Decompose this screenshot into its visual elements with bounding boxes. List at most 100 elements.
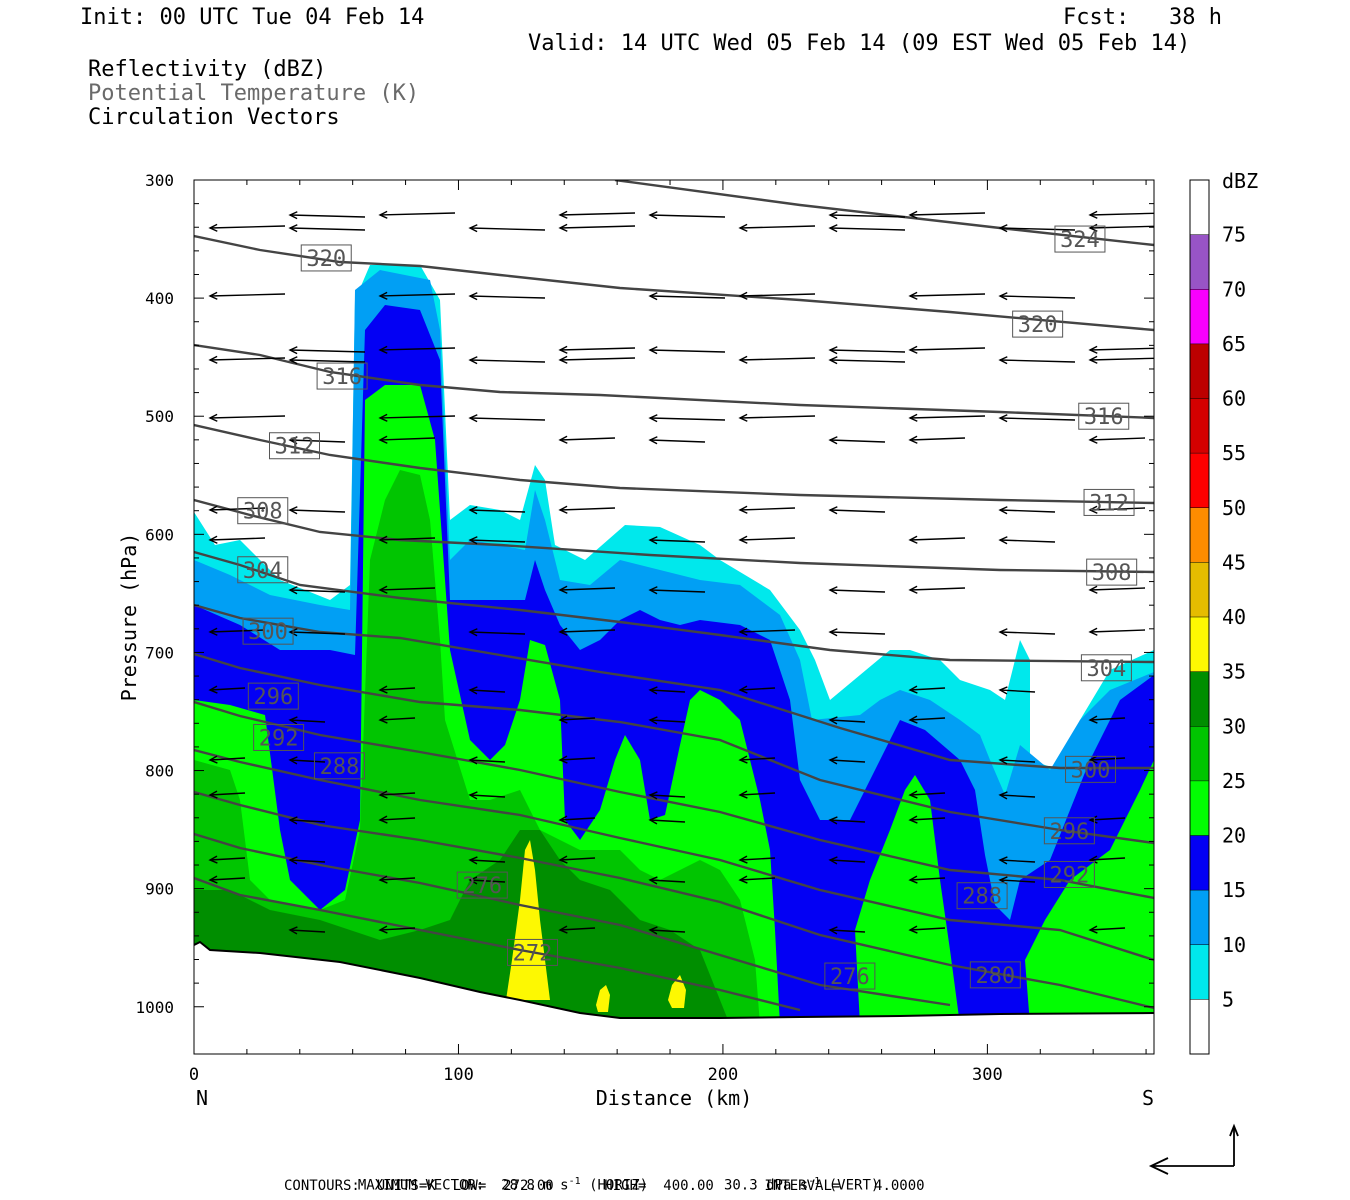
- wind-vector-head-126: [378, 875, 388, 884]
- theta-contour-5: [194, 550, 1154, 664]
- contour-label-box-21: [507, 938, 559, 966]
- wind-vector-head-13: [998, 224, 1008, 233]
- wind-vector-104: [379, 792, 416, 796]
- wind-vector-59: [209, 537, 266, 541]
- field-potential-temperature: Potential Temperature (K): [88, 81, 420, 106]
- wind-vector-115: [909, 817, 946, 821]
- wind-vector-head-112: [558, 815, 568, 824]
- vert-exponent: -1: [808, 1176, 821, 1187]
- north-label: N: [196, 1086, 208, 1110]
- theta-contour-12: [194, 876, 801, 1012]
- wind-vector-head-39: [468, 414, 478, 423]
- wind-vector-head-80: [1088, 627, 1098, 636]
- wind-vector-head-73: [208, 627, 218, 636]
- wind-vector-34: [829, 359, 906, 363]
- reference-vector-icon: [1148, 1123, 1239, 1175]
- wind-vector-head-27: [908, 345, 918, 354]
- wind-vector-head-38: [378, 413, 388, 422]
- contour-label-10: 304: [1087, 657, 1127, 682]
- wind-vector-79: [999, 631, 1056, 635]
- wind-vector-83: [469, 689, 506, 693]
- colorbar-label-20: 20: [1222, 824, 1246, 848]
- wind-vector-head-111: [378, 815, 388, 824]
- south-label: S: [1142, 1086, 1154, 1110]
- wind-vector-head-109: [998, 791, 1008, 800]
- wind-vector-100: [829, 759, 866, 763]
- wind-vector-head-115: [908, 815, 918, 824]
- wind-vector-70: [829, 589, 886, 593]
- wind-vector-head-118: [288, 856, 298, 865]
- wind-vector-111: [379, 817, 416, 821]
- reflectivity-region-5: [1025, 760, 1154, 1025]
- colorbar-label-25: 25: [1222, 769, 1246, 793]
- circulation-vectors: [208, 210, 1154, 935]
- wind-vector-77: [739, 629, 796, 633]
- max-vector-horiz: 28.8 m s: [501, 1177, 569, 1194]
- wind-vector-head-57: [998, 506, 1008, 515]
- wind-vector-117: [209, 857, 246, 861]
- wind-vector-20: [909, 293, 986, 297]
- wind-vector-head-81: [208, 685, 218, 694]
- contour-label-box-9: [237, 556, 289, 584]
- y-tick-label-800: 800: [145, 762, 174, 781]
- colorbar-label-55: 55: [1222, 441, 1246, 465]
- wind-vector-head-123: [998, 856, 1008, 865]
- wind-vector-122: [829, 859, 866, 863]
- colorbar-segment-8: [1190, 562, 1209, 617]
- wind-vector-head-25: [648, 346, 658, 355]
- colorbar-segment-2: [1190, 890, 1209, 945]
- contour-label-box-14: [1043, 817, 1095, 845]
- wind-vector-head-5: [908, 210, 918, 219]
- wind-vector-131: [999, 879, 1036, 883]
- wind-vector-99: [739, 757, 776, 761]
- wind-vector-head-75: [468, 628, 478, 637]
- y-tick-label-500: 500: [145, 407, 174, 426]
- wind-vector-head-9: [468, 224, 478, 233]
- y-tick-label-300: 300: [145, 171, 174, 190]
- wind-vector-125: [209, 877, 246, 881]
- wind-vector-126: [379, 877, 416, 881]
- wind-vector-head-60: [378, 535, 388, 544]
- wind-vector-130: [909, 877, 946, 881]
- wind-vector-62: [649, 539, 706, 543]
- max-vector-horiz-unit: (HORIZ): [589, 1177, 649, 1194]
- wind-vector-33: [739, 357, 816, 361]
- wind-vector-head-122: [828, 856, 838, 865]
- wind-vector-80: [1089, 629, 1146, 633]
- wind-vector-137: [909, 927, 946, 931]
- wind-vector-76: [559, 629, 616, 633]
- wind-vector-26: [829, 349, 906, 353]
- wind-vector-105: [469, 794, 506, 798]
- wind-vector-head-66: [288, 586, 298, 595]
- x-axis-label: Distance (km): [596, 1086, 753, 1110]
- wind-vector-head-42: [908, 413, 918, 422]
- wind-vector-48: [829, 439, 886, 443]
- wind-vector-12: [829, 227, 906, 231]
- wind-vector-46: [559, 437, 616, 441]
- colorbar-segment-1: [1190, 944, 1209, 1000]
- wind-vector-67: [379, 587, 436, 591]
- wind-vector-28: [1089, 347, 1154, 351]
- contour-label-21: 272: [513, 941, 553, 966]
- contour-info-line: CONTOURS: UNITS=K LOW= 272.00 HIGH= 400.…: [284, 1178, 925, 1194]
- contour-label-6: 312: [1089, 491, 1129, 516]
- wind-vector-55: [739, 507, 796, 511]
- field-circulation-vectors: Circulation Vectors: [88, 105, 340, 130]
- colorbar-segment-7: [1190, 617, 1209, 672]
- wind-vector-head-85: [738, 685, 748, 694]
- colorbar-label-5: 5: [1222, 987, 1234, 1011]
- wind-vector-head-114: [828, 816, 838, 825]
- wind-vector-9: [469, 227, 546, 231]
- wind-vector-102: [1089, 757, 1126, 761]
- contour-label-7: 308: [243, 500, 283, 525]
- wind-vector-64: [909, 537, 966, 541]
- wind-vector-head-40: [648, 414, 658, 423]
- wind-vector-head-98: [558, 755, 568, 764]
- wind-vector-head-127: [468, 876, 478, 885]
- wind-vector-head-97: [468, 756, 478, 765]
- wind-vector-114: [829, 819, 866, 823]
- wind-vector-head-29: [208, 355, 218, 364]
- wind-vector-head-8: [288, 224, 298, 233]
- colorbar-label-65: 65: [1222, 332, 1246, 356]
- wind-vector-127: [469, 879, 506, 883]
